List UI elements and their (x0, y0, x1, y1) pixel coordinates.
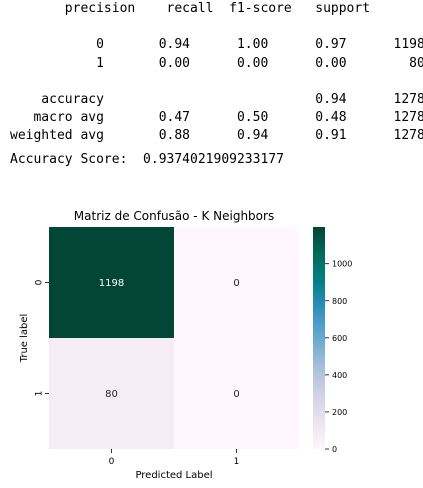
colorbar-tick-label: 800 (332, 297, 347, 306)
cell-value-label: 80 (105, 389, 118, 400)
y-tick-label: 0 (35, 279, 45, 285)
accuracy-score: Accuracy Score: 0.9374021909233177 (10, 152, 284, 167)
heatmap-cell (174, 338, 299, 449)
report-row: weighted avg 0.88 0.94 0.91 1278 (10, 128, 423, 144)
colorbar (313, 227, 325, 449)
chart-title: Matriz de Confusão - K Neighbors (74, 209, 274, 223)
report-row (10, 73, 423, 91)
x-tick-label: 0 (109, 457, 115, 467)
cell-value-label: 0 (233, 389, 239, 400)
report-row (10, 18, 423, 36)
heatmap-cell (49, 227, 174, 338)
x-axis-label: Predicted Label (135, 470, 212, 481)
cell-value-label: 0 (233, 278, 239, 289)
report-header: precision recall f1-score support (10, 1, 371, 16)
x-tick-label: 1 (234, 457, 240, 467)
colorbar-tick-label: 0 (332, 445, 337, 454)
report-row: macro avg 0.47 0.50 0.48 1278 (10, 110, 423, 126)
classification-report: precision recall f1-score support 0 0.94… (10, 0, 423, 146)
report-row: 0 0.94 1.00 0.97 1198 (10, 37, 423, 53)
colorbar-tick-label: 400 (332, 371, 347, 380)
heatmap-cell (49, 338, 174, 449)
colorbar-tick-label: 600 (332, 334, 347, 343)
heatmap-cell (174, 227, 299, 338)
report-row: accuracy 0.94 1278 (10, 91, 423, 107)
colorbar-tick-label: 200 (332, 408, 347, 417)
cell-value-label: 1198 (99, 278, 124, 289)
y-tick-label: 1 (35, 391, 45, 397)
colorbar-tick-label: 1000 (332, 260, 352, 269)
report-row: 1 0.00 0.00 0.00 80 (10, 55, 423, 71)
y-axis-label: True label (19, 314, 30, 364)
